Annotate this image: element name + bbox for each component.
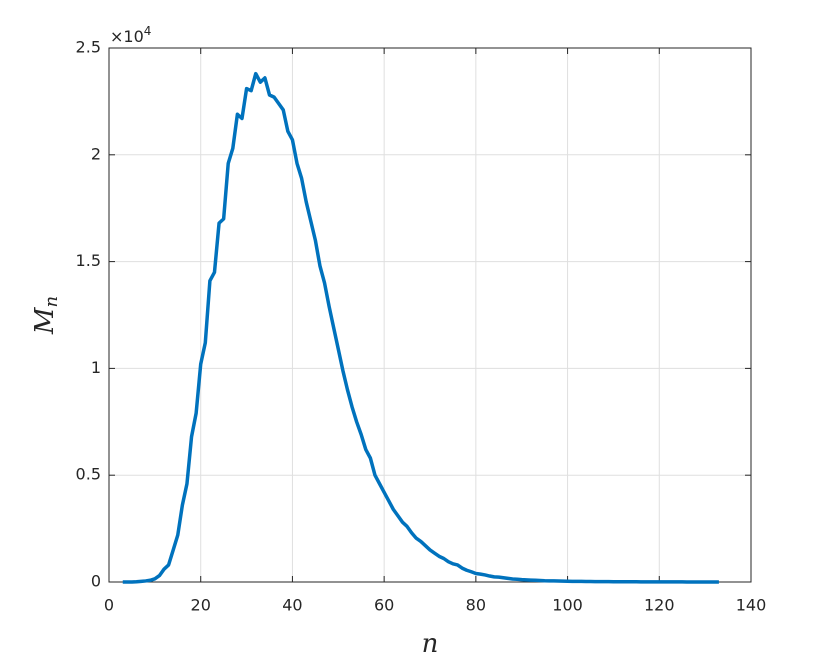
y-axis-label: Mn (30, 296, 62, 335)
y-tick-label: 2.5 (76, 38, 101, 57)
x-tick-label: 40 (282, 596, 302, 615)
y-label-sub: n (41, 296, 62, 308)
multiplier-exponent: 4 (144, 24, 152, 38)
x-axis-label: n (422, 629, 439, 659)
y-tick-label: 0.5 (76, 465, 101, 484)
plot-frame (108, 47, 752, 583)
x-tick-label: 60 (374, 596, 394, 615)
x-tick-label: 100 (552, 596, 583, 615)
x-tick-label: 80 (466, 596, 486, 615)
y-multiplier: ×104 (110, 24, 151, 46)
x-tick-label: 140 (736, 596, 767, 615)
x-tick-label: 0 (104, 596, 114, 615)
y-tick-label: 0 (91, 572, 101, 591)
y-tick-label: 1.5 (76, 251, 101, 270)
y-tick-label: 2 (91, 144, 101, 163)
multiplier-base: ×10 (110, 27, 144, 46)
y-tick-label: 1 (91, 358, 101, 377)
x-tick-label: 20 (191, 596, 211, 615)
y-label-main: M (30, 306, 60, 335)
x-tick-label: 120 (644, 596, 675, 615)
data-line (122, 71, 719, 584)
